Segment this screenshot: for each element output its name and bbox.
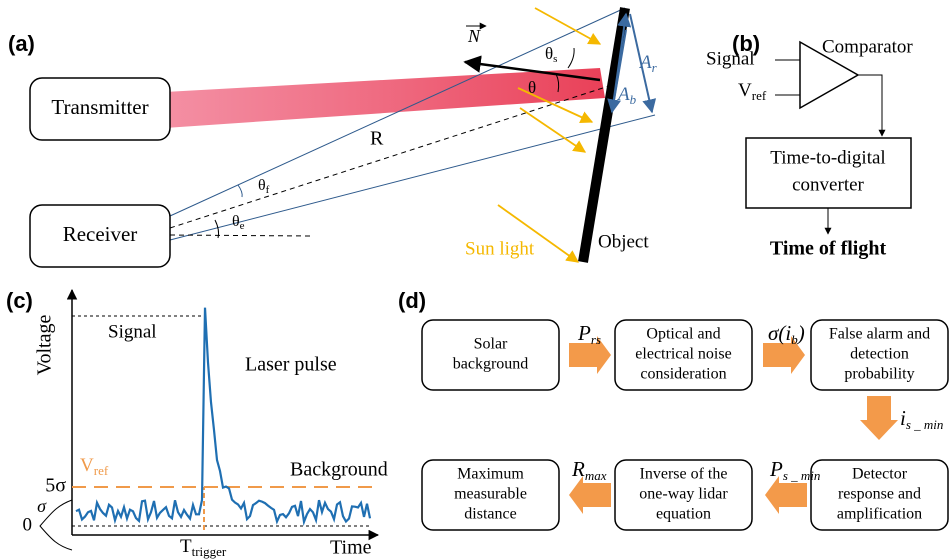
tick-label: 0 (23, 514, 33, 535)
panel-c: (c) Voltage Signal Laser pulse Vref 5σ σ… (6, 288, 388, 559)
input-label: Signal (706, 48, 755, 69)
subscript: e (240, 220, 245, 232)
symbol: ) (797, 321, 805, 345)
annotation: Vref (80, 455, 109, 478)
subscript: ref (752, 88, 767, 103)
sun-ray (535, 8, 600, 44)
symbol: V (80, 455, 94, 476)
axis-title: Voltage (34, 315, 56, 376)
symbol: A (638, 52, 652, 73)
box-label: Receiver (63, 222, 138, 246)
box-label: Optical and (646, 326, 720, 343)
box-label: Detector (852, 466, 908, 483)
subscript: trigger (192, 544, 227, 559)
angle: θ (232, 213, 240, 230)
normal-label: N (467, 26, 481, 46)
box-label: probability (844, 366, 914, 383)
flow-label: Ps _ min (769, 457, 820, 483)
subscript: s _ min (906, 417, 944, 432)
box-label: Transmitter (51, 95, 148, 119)
box-label: Maximum (457, 466, 524, 483)
wire (858, 75, 882, 136)
angle-arc (568, 48, 574, 68)
box-label: electrical noise (635, 346, 731, 363)
box-label: distance (464, 506, 516, 523)
box-label: one-way lidar (639, 486, 728, 503)
symbol: σ(i (768, 321, 791, 345)
figure: (a) Transmitter Receiver R θf θe N θs θ … (0, 0, 949, 560)
symbol: A (616, 84, 630, 105)
angle-label: θf (258, 177, 270, 196)
axis-label: Ttrigger (180, 536, 227, 559)
tick-label: σ (37, 496, 47, 516)
panel-label: (c) (6, 288, 33, 313)
flow-label: Prs (577, 321, 601, 347)
subscript: f (266, 184, 270, 196)
annotation: Laser pulse (245, 354, 337, 376)
box-label: Solar (474, 336, 508, 353)
tick-label: 5σ (45, 475, 66, 497)
subscript: b (630, 92, 637, 107)
flow-label: σ(ib) (768, 321, 805, 347)
comparator-label: Comparator (822, 36, 913, 57)
symbol: V (738, 80, 752, 101)
ref-line (170, 235, 310, 236)
box-label: response and (838, 486, 921, 503)
object-label: Object (598, 231, 649, 252)
box-label: False alarm and (829, 326, 930, 343)
subscript: s (553, 53, 557, 65)
box-label: equation (656, 506, 711, 523)
symbol: T (180, 536, 192, 557)
flow-arrow (860, 396, 898, 440)
angle-label: θe (232, 213, 245, 232)
input-label: Vref (738, 80, 767, 103)
box-label: consideration (640, 366, 726, 383)
panel-label: (a) (8, 31, 35, 56)
axis-title: Time (330, 537, 372, 559)
sun-label: Sun light (465, 238, 535, 259)
box-label: Inverse of the (640, 466, 728, 483)
angle-label: θs (545, 44, 557, 65)
area-label: Ab (616, 84, 637, 107)
box-label: converter (792, 174, 864, 195)
panel-a: (a) Transmitter Receiver R θf θe N θs θ … (8, 8, 658, 267)
panel-label: (d) (398, 288, 426, 313)
symbol: P (577, 321, 591, 345)
subscript: max (585, 468, 607, 483)
panel-d: (d) Solar background Optical and electrical… (398, 288, 948, 530)
subscript: rs (591, 332, 601, 347)
panel-b: (b) Signal Vref Comparator Time-to-digit… (706, 31, 913, 260)
annotation: Background (290, 459, 388, 481)
angle: θ (545, 44, 553, 63)
symbol: P (769, 457, 783, 481)
flow-label: Rmax (571, 457, 607, 483)
subscript: r (652, 60, 658, 75)
flow-label: is _ min (900, 406, 943, 432)
symbol: R (571, 457, 585, 481)
subscript: ref (94, 463, 109, 478)
output-label: Time of flight (770, 238, 887, 260)
angle: θ (258, 177, 266, 194)
annotation: Signal (108, 321, 157, 342)
range-label: R (370, 128, 384, 150)
angle-arc (238, 185, 242, 197)
box-label: measurable (454, 486, 527, 503)
box-label: background (453, 356, 529, 373)
box-label: detection (850, 346, 909, 363)
box-label: amplification (837, 506, 922, 523)
area-label: Ar (638, 52, 658, 75)
subscript: s _ min (783, 468, 821, 483)
box-label: Time-to-digital (770, 147, 885, 168)
object (583, 8, 625, 262)
